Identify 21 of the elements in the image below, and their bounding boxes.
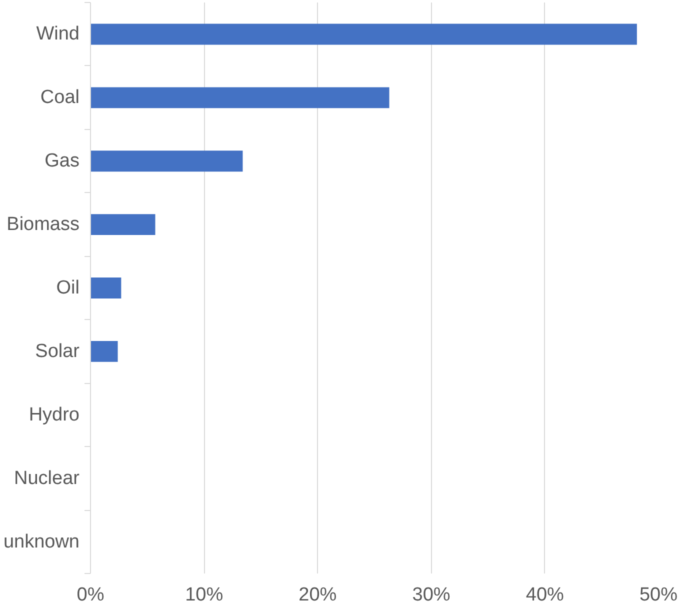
bar xyxy=(90,278,122,298)
x-tick-label: 50% xyxy=(639,584,678,606)
bar xyxy=(90,340,118,362)
bar xyxy=(90,87,390,108)
y-tick-label: Oil xyxy=(56,278,80,298)
y-tick-label: Gas xyxy=(44,150,80,172)
y-tick-label: Biomass xyxy=(6,214,80,236)
y-tick-label: Nuclear xyxy=(14,468,80,489)
x-tick-label: 30% xyxy=(412,584,450,606)
y-tick-label: Hydro xyxy=(28,404,80,426)
bar xyxy=(90,214,156,236)
x-tick-label: 10% xyxy=(185,584,224,606)
y-tick-label: unknown xyxy=(3,531,80,552)
y-tick-label: Coal xyxy=(40,87,80,108)
x-tick-label: 40% xyxy=(526,584,564,606)
y-tick-label: Wind xyxy=(36,24,80,45)
bar xyxy=(90,150,243,172)
bar xyxy=(90,24,637,45)
x-tick-label: 20% xyxy=(298,584,337,606)
y-tick-label: Solar xyxy=(35,340,80,362)
x-tick-label: 0% xyxy=(76,584,104,606)
